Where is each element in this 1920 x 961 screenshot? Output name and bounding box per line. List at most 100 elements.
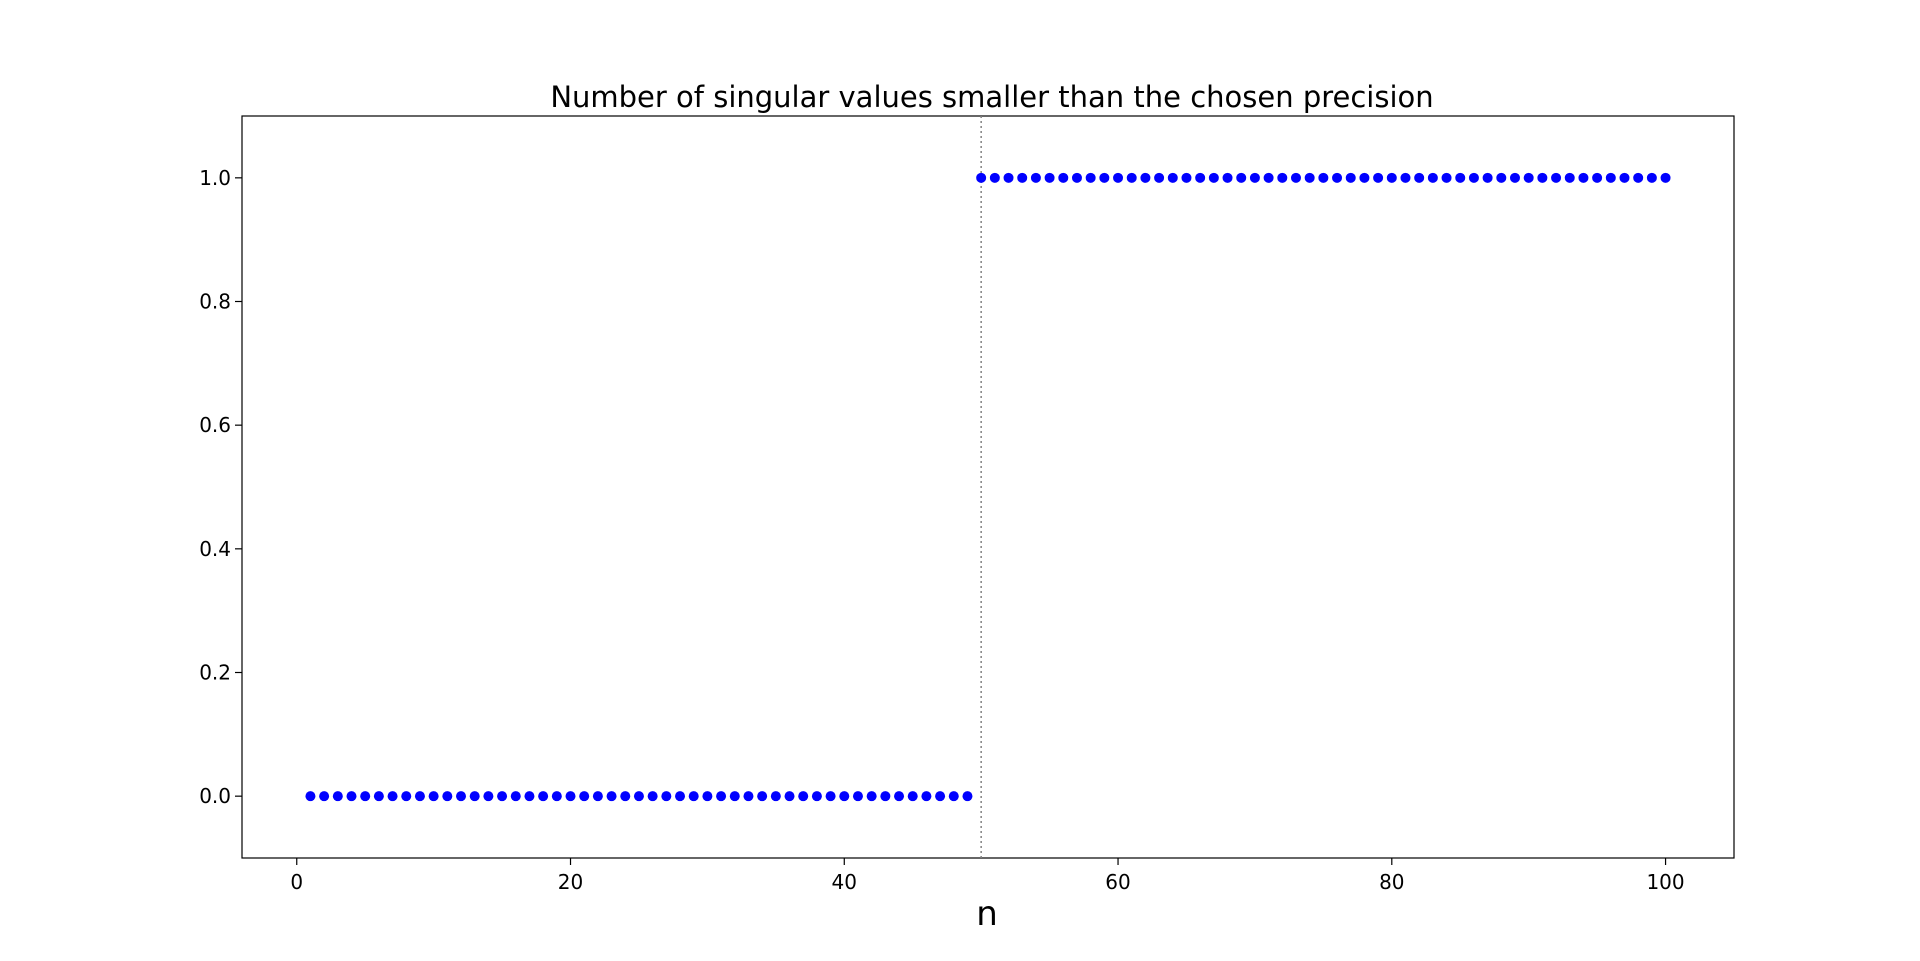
x-tick-label: 0 <box>290 870 303 894</box>
data-point <box>907 791 918 802</box>
data-point <box>1290 172 1301 183</box>
data-point <box>962 791 973 802</box>
data-point <box>524 791 535 802</box>
data-point <box>1167 172 1178 183</box>
data-point <box>1126 172 1137 183</box>
data-point <box>538 791 549 802</box>
x-tick-label: 60 <box>1105 870 1130 894</box>
y-tick-label: 0.2 <box>199 661 231 685</box>
data-point <box>1482 172 1493 183</box>
data-point <box>1646 172 1657 183</box>
data-point <box>1551 172 1562 183</box>
data-point <box>716 791 727 802</box>
y-tick-label: 0.8 <box>199 290 231 314</box>
data-point <box>1099 172 1110 183</box>
data-point <box>935 791 946 802</box>
data-point <box>921 791 932 802</box>
data-point <box>497 791 508 802</box>
data-point <box>1523 172 1534 183</box>
data-point <box>1359 172 1370 183</box>
data-point <box>1633 172 1644 183</box>
data-point <box>401 791 412 802</box>
data-point <box>1496 172 1507 183</box>
data-point <box>1058 172 1069 183</box>
data-point <box>811 791 822 802</box>
y-tick-label: 1.0 <box>199 166 231 190</box>
data-point <box>483 791 494 802</box>
data-point <box>565 791 576 802</box>
data-point <box>633 791 644 802</box>
data-point <box>688 791 699 802</box>
x-axis-ticks: 0 20 40 60 80 100 <box>290 858 1685 894</box>
data-point <box>1509 172 1520 183</box>
data-point <box>894 791 905 802</box>
data-point <box>1441 172 1452 183</box>
data-point <box>579 791 590 802</box>
data-point <box>551 791 562 802</box>
data-point <box>606 791 617 802</box>
data-point <box>948 791 959 802</box>
data-point <box>798 791 809 802</box>
data-point <box>1236 172 1247 183</box>
data-point <box>1263 172 1274 183</box>
data-point <box>305 791 316 802</box>
data-point <box>1373 172 1384 183</box>
data-point <box>346 791 357 802</box>
data-point <box>1071 172 1082 183</box>
data-point <box>1537 172 1548 183</box>
data-point <box>1619 172 1630 183</box>
data-point <box>743 791 754 802</box>
data-point <box>1003 172 1014 183</box>
data-point <box>387 791 398 802</box>
y-tick-label: 0.4 <box>199 537 231 561</box>
y-axis-ticks: 0.0 0.2 0.4 0.6 0.8 1.0 <box>199 166 242 808</box>
data-points-group <box>305 172 1671 802</box>
data-point <box>647 791 658 802</box>
data-point <box>1017 172 1028 183</box>
data-point <box>976 172 987 183</box>
data-point <box>620 791 631 802</box>
data-point <box>880 791 891 802</box>
data-point <box>360 791 371 802</box>
data-point <box>442 791 453 802</box>
data-point <box>675 791 686 802</box>
data-point <box>1140 172 1151 183</box>
data-point <box>784 791 795 802</box>
data-point <box>1318 172 1329 183</box>
data-point <box>510 791 521 802</box>
data-point <box>989 172 1000 183</box>
data-point <box>1578 172 1589 183</box>
y-tick-label: 0.6 <box>199 413 231 437</box>
plot-area-frame <box>241 115 1735 859</box>
data-point <box>866 791 877 802</box>
data-point <box>1332 172 1343 183</box>
data-point <box>1414 172 1425 183</box>
data-point <box>592 791 603 802</box>
chart-title: Number of singular values smaller than t… <box>550 80 1433 114</box>
data-point <box>414 791 425 802</box>
data-point <box>319 791 330 802</box>
data-point <box>332 791 343 802</box>
data-point <box>1195 172 1206 183</box>
data-point <box>1030 172 1041 183</box>
data-point <box>702 791 713 802</box>
data-point <box>1304 172 1315 183</box>
data-point <box>469 791 480 802</box>
data-point <box>852 791 863 802</box>
data-point <box>1660 172 1671 183</box>
y-tick-label: 0.0 <box>199 784 231 808</box>
data-point <box>825 791 836 802</box>
data-point <box>1085 172 1096 183</box>
data-point <box>1249 172 1260 183</box>
data-point <box>1605 172 1616 183</box>
data-point <box>729 791 740 802</box>
data-point <box>1564 172 1575 183</box>
x-tick-label: 40 <box>832 870 857 894</box>
data-point <box>1427 172 1438 183</box>
data-point <box>1386 172 1397 183</box>
data-point <box>373 791 384 802</box>
data-point <box>1113 172 1124 183</box>
x-tick-label: 100 <box>1646 870 1684 894</box>
